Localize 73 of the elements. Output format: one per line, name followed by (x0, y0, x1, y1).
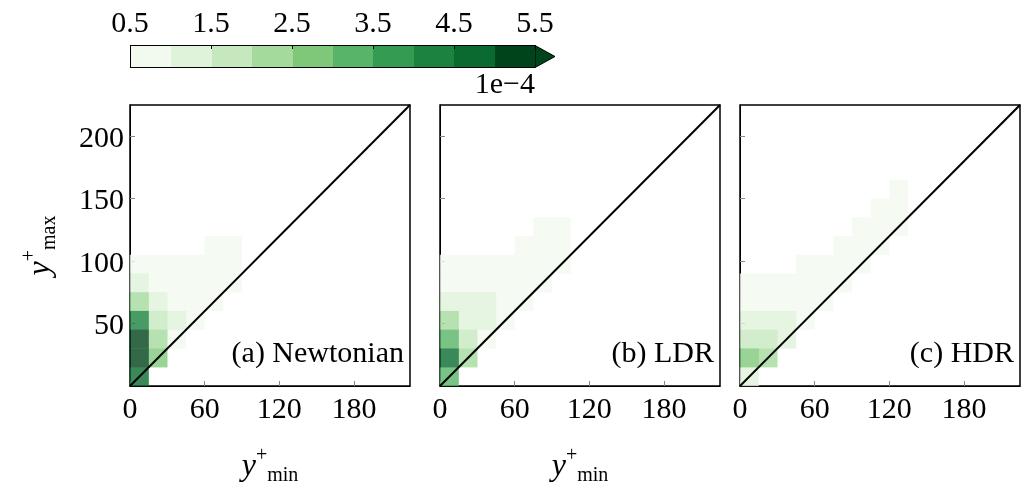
x-tick-label: 180 (331, 390, 377, 424)
point (129, 329, 149, 349)
point (129, 310, 149, 330)
x-axis-title: y+min (548, 443, 609, 485)
point (458, 292, 478, 312)
point (439, 310, 459, 330)
point (758, 329, 778, 349)
x-tick-label: 0 (122, 390, 138, 424)
point (758, 310, 778, 330)
point (870, 217, 890, 237)
point (458, 310, 478, 330)
point (439, 273, 459, 293)
x-tick-label: 60 (499, 390, 530, 424)
y-tick-label: 200 (79, 119, 124, 153)
point (795, 292, 815, 312)
point (129, 273, 149, 293)
x-axis-title: y+min (238, 443, 299, 485)
point (495, 292, 515, 312)
point (167, 310, 187, 330)
point (204, 273, 224, 293)
color-bar-label: 3.5 (353, 5, 393, 39)
y-tick-label: 50 (94, 307, 124, 341)
point (777, 310, 797, 330)
x-tick-label: 120 (866, 390, 912, 424)
point (185, 292, 205, 312)
point (148, 310, 168, 330)
point (851, 236, 871, 255)
y-axis-title: y+max (17, 215, 59, 279)
annotation: (b) LDR (611, 334, 714, 369)
point (739, 273, 759, 293)
color-bar-label: 5.5 (515, 5, 555, 39)
x-tick-label: 0 (432, 390, 448, 424)
y-tick-label: 150 (79, 182, 124, 216)
color-bar-title: 1e−4 (473, 66, 535, 100)
point (833, 254, 853, 274)
point (533, 254, 553, 274)
point (739, 348, 759, 368)
point (439, 254, 459, 274)
x-tick-label: 120 (566, 390, 612, 424)
point (129, 292, 149, 312)
point (439, 292, 459, 312)
point (148, 273, 168, 293)
y-tick-label: 100 (79, 244, 124, 278)
color-bar-label: 1.5 (191, 5, 231, 39)
x-tick-label: 60 (799, 390, 830, 424)
x-tick-label: 0 (732, 390, 748, 424)
point (739, 310, 759, 330)
x-tick-label: 180 (941, 390, 987, 424)
annotation: (a) Newtonian (231, 334, 405, 369)
point (551, 236, 571, 255)
point (458, 329, 478, 349)
point (439, 329, 459, 349)
point (477, 310, 497, 330)
point (889, 198, 909, 218)
point (129, 348, 149, 368)
color-bar-label: 2.5 (272, 5, 312, 39)
point (514, 273, 534, 293)
point (148, 292, 168, 312)
point (148, 329, 168, 349)
color-bar-label: 4.5 (434, 5, 474, 39)
annotation: (c) HDR (909, 334, 1014, 369)
color-bar-label: 0.5 (110, 5, 150, 39)
x-tick-label: 120 (256, 390, 302, 424)
point (739, 329, 759, 349)
point (167, 292, 187, 312)
point (223, 254, 243, 274)
point (739, 292, 759, 312)
point (814, 273, 834, 293)
x-tick-label: 180 (641, 390, 687, 424)
point (129, 254, 149, 274)
point (439, 348, 459, 368)
x-tick-label: 60 (189, 390, 220, 424)
point (148, 254, 168, 274)
